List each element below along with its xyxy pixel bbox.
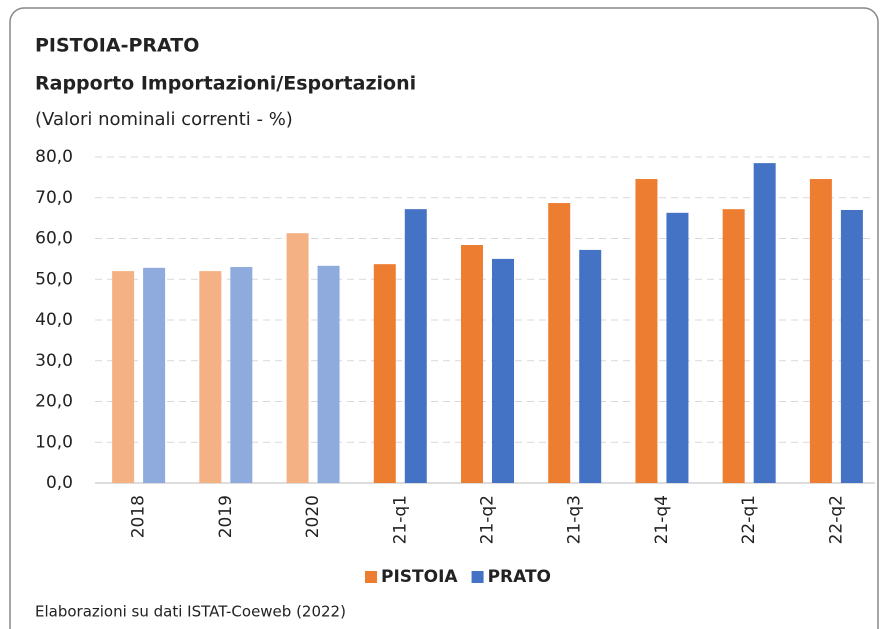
bar <box>666 212 689 483</box>
x-tick-label: 22-q2 <box>826 495 846 544</box>
bar <box>112 271 135 483</box>
y-tick-label: 20,0 <box>35 392 73 412</box>
legend-swatch <box>471 571 484 583</box>
chart-title: PISTOIA-PRATO <box>35 35 199 57</box>
x-tick-label: 2020 <box>303 495 323 538</box>
bar <box>199 271 222 483</box>
bar <box>492 258 514 483</box>
bar <box>230 267 253 483</box>
legend-swatch <box>365 571 377 583</box>
chart-frame <box>9 7 879 629</box>
x-tick-label: 21-q3 <box>565 495 585 544</box>
y-tick-label: 50,0 <box>35 269 73 289</box>
chart-subtitle: Rapporto Importazioni/Esportazioni <box>35 73 416 95</box>
x-tick-label: 21-q1 <box>390 495 410 544</box>
bar <box>404 209 427 483</box>
y-tick-label: 0,0 <box>46 473 73 493</box>
bar <box>753 163 776 484</box>
y-tick-label: 40,0 <box>35 310 73 330</box>
bar <box>373 264 396 483</box>
legend-label: PRATO <box>488 567 551 587</box>
bar <box>548 203 571 484</box>
x-tick-label: 2018 <box>129 495 149 538</box>
x-tick-label: 21-q4 <box>652 495 672 544</box>
bar <box>722 209 745 483</box>
y-tick-label: 30,0 <box>35 351 73 371</box>
bar <box>317 265 340 483</box>
source-note: Elaborazioni su dati ISTAT-Coeweb (2022) <box>35 603 346 621</box>
x-tick-label: 22-q1 <box>739 495 759 544</box>
bar <box>840 209 863 483</box>
y-tick-label: 10,0 <box>35 432 73 452</box>
y-tick-label: 60,0 <box>35 229 73 249</box>
legend-label: PISTOIA <box>381 567 458 587</box>
x-tick-label: 2019 <box>216 495 236 538</box>
bar <box>635 179 658 483</box>
bar <box>461 245 483 483</box>
x-tick-label: 21-q2 <box>478 495 498 544</box>
bar <box>579 249 602 483</box>
bar <box>286 233 309 483</box>
units-label: (Valori nominali correnti - %) <box>35 109 293 130</box>
bar <box>809 179 832 483</box>
y-tick-label: 70,0 <box>35 188 73 208</box>
y-tick-label: 80,0 <box>35 147 73 167</box>
bar <box>143 267 166 483</box>
